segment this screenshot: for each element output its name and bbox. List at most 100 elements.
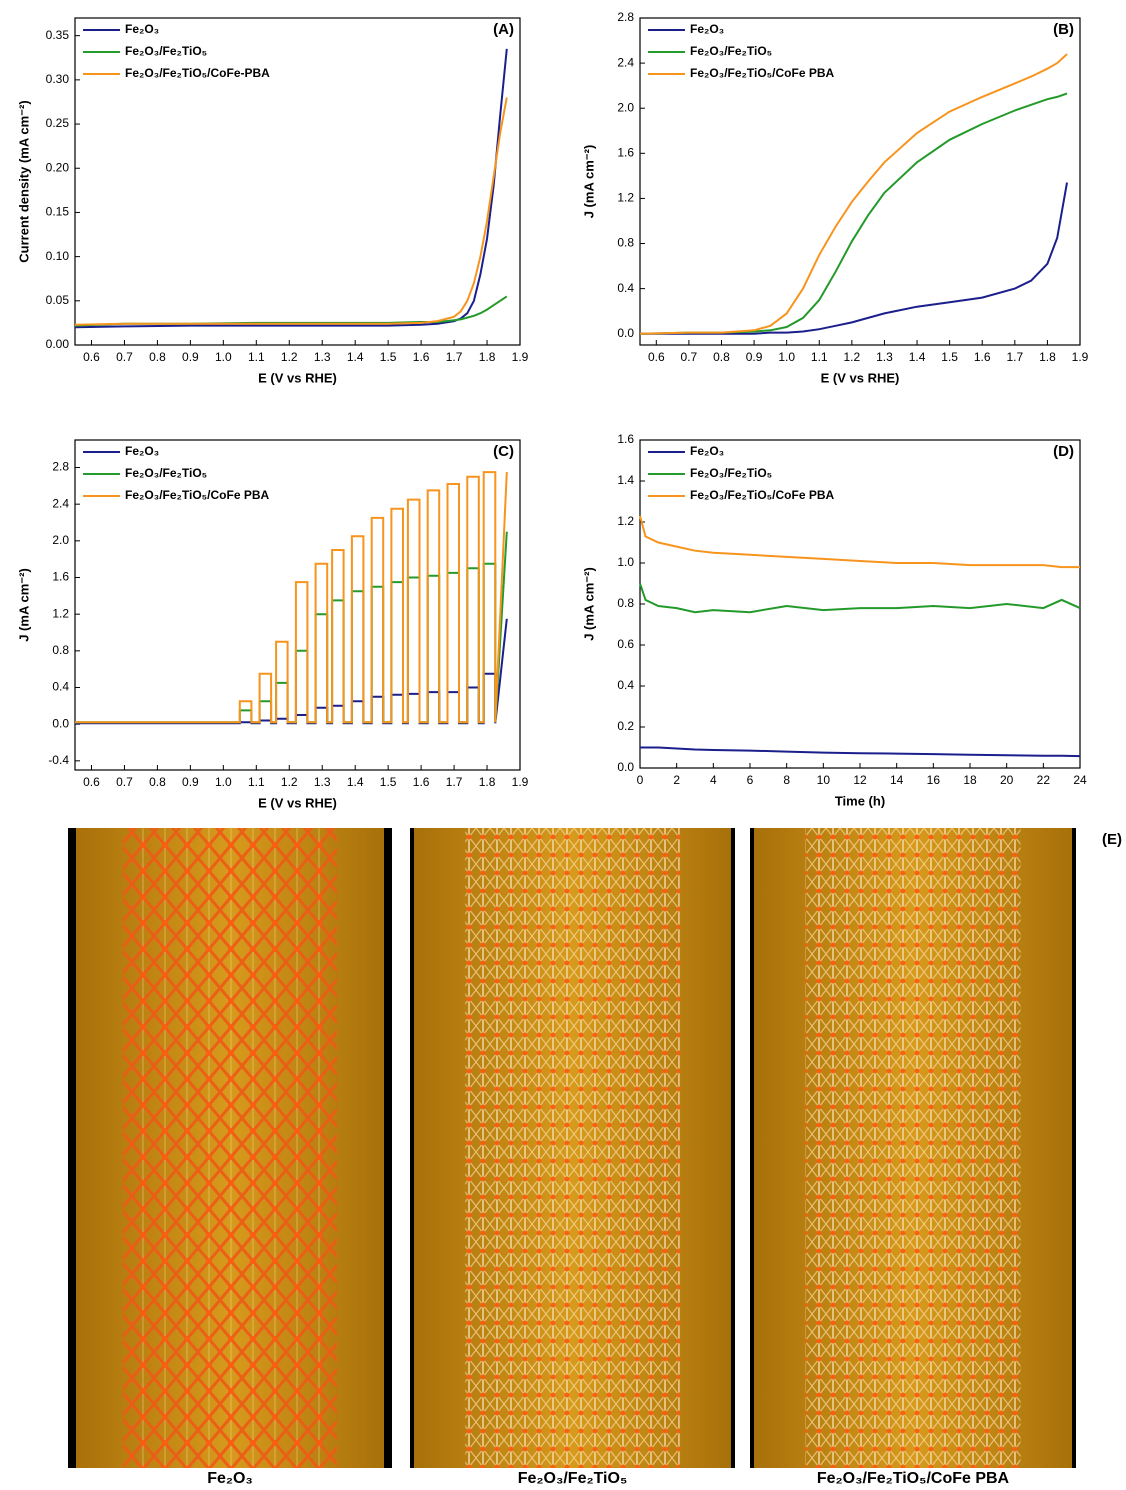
x-tick-label: 1.3	[314, 350, 331, 364]
plot-frame	[639, 17, 1081, 346]
y-axis-label: J (mA cm⁻²)	[581, 567, 596, 641]
y-tick-label: 0.4	[617, 281, 634, 295]
y-tick-label: 0.4	[52, 680, 69, 694]
x-tick-label: 1.6	[413, 775, 430, 789]
x-tick-label: 1.1	[248, 775, 265, 789]
x-tick-label: 12	[853, 773, 867, 787]
y-tick-label: 2.8	[52, 460, 69, 474]
x-tick-label: 0.7	[116, 775, 133, 789]
x-tick-label: 1.9	[1072, 350, 1089, 364]
y-tick-label: 0.10	[46, 249, 70, 263]
y-tick-label: 0.0	[52, 716, 69, 730]
series-line	[75, 618, 508, 725]
x-tick-label: 1.2	[281, 775, 298, 789]
x-tick-label: 1.6	[974, 350, 991, 364]
y-tick-label: 1.6	[617, 145, 634, 159]
x-tick-label: 18	[963, 773, 977, 787]
legend-label: Fe₂O₃/Fe₂TiO₅/CoFe PBA	[690, 66, 835, 80]
legend-label: Fe₂O₃/Fe₂TiO₅	[690, 466, 772, 480]
x-tick-label: 1.5	[380, 775, 397, 789]
y-tick-label: 0.25	[46, 116, 70, 130]
x-tick-label: 1.0	[778, 350, 795, 364]
x-tick-label: 20	[1000, 773, 1014, 787]
x-tick-label: 0.8	[149, 775, 166, 789]
y-tick-label: 0.0	[617, 760, 634, 774]
legend-label: Fe₂O₃/Fe₂TiO₅	[690, 44, 772, 58]
y-tick-label: -0.4	[48, 753, 69, 767]
y-tick-label: 2.4	[617, 55, 634, 69]
panel-title: (D)	[1053, 443, 1074, 460]
y-tick-label: 1.2	[52, 606, 69, 620]
series-line	[75, 531, 508, 724]
legend-label: Fe₂O₃/Fe₂TiO₅	[125, 466, 207, 480]
y-tick-label: 0.15	[46, 205, 70, 219]
x-axis-label: Time (h)	[835, 793, 885, 808]
plot-frame	[74, 439, 521, 771]
legend-label: Fe₂O₃/Fe₂TiO₅/CoFe PBA	[690, 488, 835, 502]
x-tick-label: 1.9	[512, 350, 529, 364]
x-tick-label: 0.9	[182, 775, 199, 789]
panel-title: (C)	[493, 443, 514, 460]
series-line	[74, 48, 508, 329]
panel-title: (A)	[493, 21, 514, 38]
x-tick-label: 0	[637, 773, 644, 787]
x-tick-label: 1.8	[479, 350, 496, 364]
x-tick-label: 1.7	[446, 350, 463, 364]
x-tick-label: 0.7	[681, 350, 698, 364]
y-tick-label: 1.6	[617, 432, 634, 446]
x-tick-label: 0.7	[116, 350, 133, 364]
y-tick-label: 2.0	[617, 100, 634, 114]
y-tick-label: 0.2	[617, 719, 634, 733]
y-tick-label: 1.2	[617, 191, 634, 205]
series-line	[639, 53, 1068, 335]
series-line	[75, 471, 508, 724]
y-axis-label: J (mA cm⁻²)	[581, 145, 596, 219]
x-tick-label: 1.4	[347, 775, 364, 789]
series-line	[640, 746, 1081, 758]
x-tick-label: 1.7	[1006, 350, 1023, 364]
panel-title: (B)	[1053, 21, 1074, 38]
plot-frame	[74, 17, 521, 346]
x-tick-label: 6	[747, 773, 754, 787]
x-tick-label: 1.8	[1039, 350, 1056, 364]
y-tick-label: 0.35	[46, 28, 70, 42]
x-axis-label: E (V vs RHE)	[821, 370, 900, 385]
image-caption: Fe₂O₃/Fe₂TiO₅	[518, 1470, 628, 1487]
y-axis-label: J (mA cm⁻²)	[16, 568, 31, 642]
x-tick-label: 1.2	[281, 350, 298, 364]
x-tick-label: 4	[710, 773, 717, 787]
x-tick-label: 0.9	[182, 350, 199, 364]
x-tick-label: 1.4	[909, 350, 926, 364]
x-tick-label: 1.1	[811, 350, 828, 364]
x-axis-label: E (V vs RHE)	[258, 795, 337, 810]
y-tick-label: 2.4	[52, 496, 69, 510]
x-tick-label: 1.3	[876, 350, 893, 364]
x-tick-label: 1.0	[215, 350, 232, 364]
x-tick-label: 14	[890, 773, 904, 787]
x-tick-label: 1.0	[215, 775, 232, 789]
y-tick-label: 0.8	[617, 596, 634, 610]
y-tick-label: 0.4	[617, 678, 634, 692]
y-tick-label: 1.6	[52, 570, 69, 584]
x-tick-label: 2	[673, 773, 680, 787]
x-tick-label: 24	[1073, 773, 1087, 787]
legend-label: Fe₂O₃/Fe₂TiO₅/CoFe-PBA	[125, 66, 270, 80]
x-tick-label: 1.6	[413, 350, 430, 364]
y-tick-label: 0.05	[46, 293, 70, 307]
legend-label: Fe₂O₃	[125, 444, 159, 458]
x-tick-label: 0.9	[746, 350, 763, 364]
legend-label: Fe₂O₃	[125, 22, 159, 36]
legend-label: Fe₂O₃/Fe₂TiO₅	[125, 44, 207, 58]
x-tick-label: 0.6	[83, 350, 100, 364]
y-tick-label: 0.8	[617, 236, 634, 250]
y-tick-label: 0.6	[617, 637, 634, 651]
lattice	[123, 828, 337, 1468]
series-line	[74, 97, 508, 326]
x-tick-label: 1.9	[512, 775, 529, 789]
x-tick-label: 16	[927, 773, 941, 787]
legend-label: Fe₂O₃/Fe₂TiO₅/CoFe PBA	[125, 488, 270, 502]
x-tick-label: 0.8	[713, 350, 730, 364]
y-tick-label: 0.8	[52, 643, 69, 657]
x-tick-label: 1.5	[380, 350, 397, 364]
